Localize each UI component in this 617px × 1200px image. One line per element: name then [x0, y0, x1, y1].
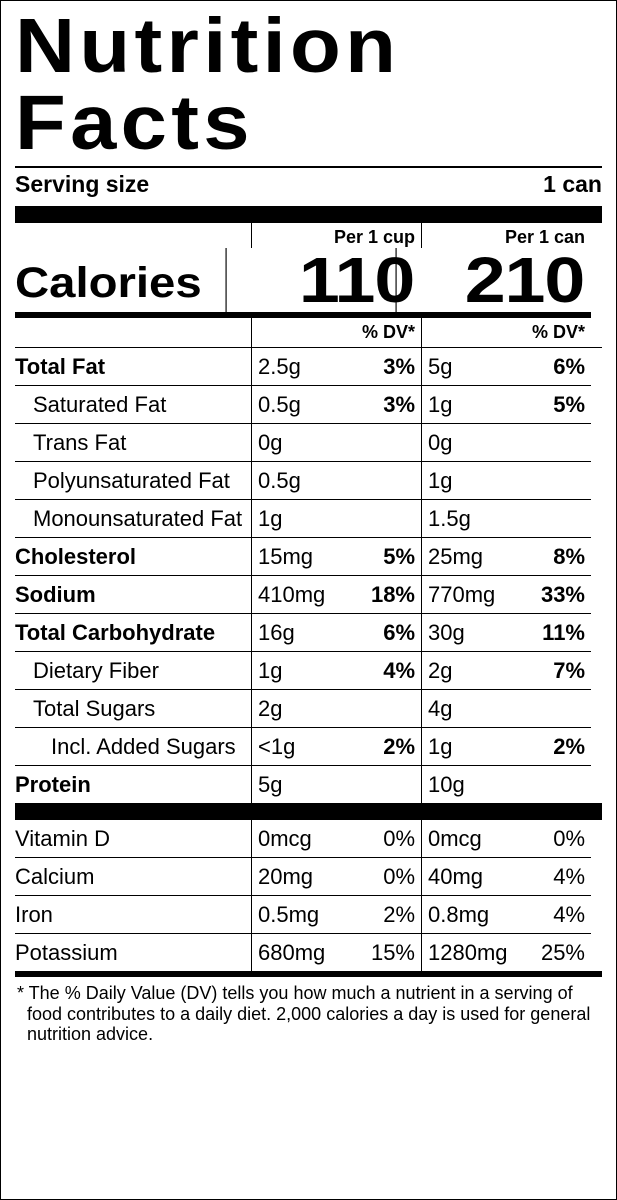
nutrient-row: Calcium20mg0%40mg4%: [15, 858, 602, 896]
nutrient-row: Vitamin D0mcg0%0mcg0%: [15, 820, 602, 858]
nutrient-col2: 0mcg0%: [421, 820, 591, 858]
nutrient-row: Incl. Added Sugars<1g2%1g2%: [15, 728, 602, 766]
nutrient-col2: 4g: [421, 690, 591, 728]
nutrient-col2: 1280mg25%: [421, 934, 591, 971]
nutrient-row: Total Fat2.5g3%5g6%: [15, 348, 602, 386]
nutrient-col2: 1.5g: [421, 500, 591, 538]
nutrient-col2: 10g: [421, 766, 591, 803]
nutrient-col1: 1g: [251, 500, 421, 538]
nutrient-name: Trans Fat: [15, 424, 251, 462]
nutrient-name: Total Carbohydrate: [15, 614, 251, 652]
thick-rule-2: [15, 803, 602, 820]
nutrient-row: Protein5g10g: [15, 766, 602, 803]
nutrient-row: Iron0.5mg2%0.8mg4%: [15, 896, 602, 934]
nutrient-name: Total Fat: [15, 348, 251, 386]
nutrient-name: Polyunsaturated Fat: [15, 462, 251, 500]
calories-col1: 110: [226, 248, 422, 312]
nutrient-col1: 0.5mg2%: [251, 896, 421, 934]
vitamins-section: Vitamin D0mcg0%0mcg0%Calcium20mg0%40mg4%…: [15, 820, 602, 971]
serving-size-label: Serving size: [15, 171, 149, 198]
nutrient-col1: 20mg0%: [251, 858, 421, 896]
dv-header-row: % DV* % DV*: [15, 318, 602, 347]
nutrient-col1: 2.5g3%: [251, 348, 421, 386]
nutrient-row: Sodium410mg18%770mg33%: [15, 576, 602, 614]
nutrient-col1: 0g: [251, 424, 421, 462]
footnote: * The % Daily Value (DV) tells you how m…: [15, 977, 602, 1045]
nutrient-row: Total Carbohydrate16g6%30g11%: [15, 614, 602, 652]
nutrient-col2: 1g5%: [421, 386, 591, 424]
nutrient-row: Dietary Fiber1g4%2g7%: [15, 652, 602, 690]
nutrient-name: Potassium: [15, 934, 251, 971]
nutrient-col2: 0.8mg4%: [421, 896, 591, 934]
nutrient-col2: 5g6%: [421, 348, 591, 386]
nutrient-col1: 2g: [251, 690, 421, 728]
nutrient-col1: 15mg5%: [251, 538, 421, 576]
dv-header-2: % DV*: [422, 318, 591, 347]
calories-row: Calories 110 210: [15, 248, 602, 312]
nutrient-col1: 0mcg0%: [251, 820, 421, 858]
title: Nutrition Facts: [15, 8, 617, 162]
thick-rule-1: [15, 206, 602, 223]
nutrient-col1: 5g: [251, 766, 421, 803]
nutrient-name: Total Sugars: [15, 690, 251, 728]
nutrient-col1: 0.5g: [251, 462, 421, 500]
nutrient-name: Incl. Added Sugars: [15, 728, 251, 766]
nutrient-col2: 40mg4%: [421, 858, 591, 896]
nutrient-row: Monounsaturated Fat1g1.5g: [15, 500, 602, 538]
nutrient-name: Saturated Fat: [15, 386, 251, 424]
nutrient-row: Saturated Fat0.5g3%1g5%: [15, 386, 602, 424]
nutrient-name: Calcium: [15, 858, 251, 896]
nutrient-col1: 410mg18%: [251, 576, 421, 614]
nutrient-name: Iron: [15, 896, 251, 934]
nutrient-name: Vitamin D: [15, 820, 251, 858]
serving-size-row: Serving size 1 can: [15, 168, 602, 206]
nutrient-col1: 16g6%: [251, 614, 421, 652]
nutrient-col2: 1g2%: [421, 728, 591, 766]
nutrient-row: Total Sugars2g4g: [15, 690, 602, 728]
nutrient-name: Sodium: [15, 576, 251, 614]
nutrient-name: Protein: [15, 766, 251, 803]
nutrient-name: Cholesterol: [15, 538, 251, 576]
dv-header-1: % DV*: [252, 318, 421, 347]
nutrient-col2: 1g: [421, 462, 591, 500]
nutrient-row: Trans Fat0g0g: [15, 424, 602, 462]
nutrient-col1: 680mg15%: [251, 934, 421, 971]
nutrient-name: Dietary Fiber: [15, 652, 251, 690]
nutrient-col2: 770mg33%: [421, 576, 591, 614]
nutrient-row: Polyunsaturated Fat0.5g1g: [15, 462, 602, 500]
nutrient-col2: 0g: [421, 424, 591, 462]
nutrient-name: Monounsaturated Fat: [15, 500, 251, 538]
nutrient-col2: 2g7%: [421, 652, 591, 690]
nutrient-col2: 25mg8%: [421, 538, 591, 576]
nutrient-col1: <1g2%: [251, 728, 421, 766]
calories-col2: 210: [396, 248, 592, 312]
nutrition-facts-label: Nutrition Facts Serving size 1 can Per 1…: [0, 0, 617, 1200]
nutrient-row: Potassium680mg15%1280mg25%: [15, 934, 602, 971]
nutrient-row: Cholesterol15mg5%25mg8%: [15, 538, 602, 576]
serving-size-value: 1 can: [543, 171, 602, 198]
nutrients-section: Total Fat2.5g3%5g6%Saturated Fat0.5g3%1g…: [15, 348, 602, 803]
nutrient-col1: 0.5g3%: [251, 386, 421, 424]
nutrient-col1: 1g4%: [251, 652, 421, 690]
nutrient-col2: 30g11%: [421, 614, 591, 652]
